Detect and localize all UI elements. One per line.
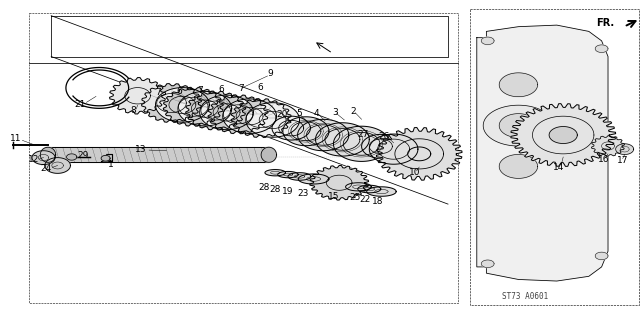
Text: 19: 19 <box>282 187 293 196</box>
Polygon shape <box>333 126 390 161</box>
Polygon shape <box>376 127 462 180</box>
Text: 11: 11 <box>10 134 22 143</box>
Text: 8: 8 <box>131 106 136 115</box>
Polygon shape <box>141 84 202 122</box>
Text: 14: 14 <box>553 163 564 171</box>
Polygon shape <box>499 154 538 178</box>
Polygon shape <box>369 134 418 164</box>
Polygon shape <box>595 252 608 260</box>
Polygon shape <box>186 91 246 130</box>
Polygon shape <box>163 87 223 126</box>
Text: 1: 1 <box>108 160 113 169</box>
Text: ST73 A0601: ST73 A0601 <box>502 292 548 301</box>
Polygon shape <box>265 170 285 176</box>
Polygon shape <box>483 105 554 146</box>
Polygon shape <box>231 99 291 138</box>
Polygon shape <box>272 116 310 140</box>
Polygon shape <box>48 147 269 162</box>
Polygon shape <box>298 119 349 151</box>
Polygon shape <box>511 104 616 166</box>
Polygon shape <box>346 183 371 191</box>
Text: 3: 3 <box>332 108 337 116</box>
Text: 7: 7 <box>197 86 202 95</box>
Polygon shape <box>358 185 381 193</box>
Polygon shape <box>477 25 608 281</box>
Text: 21: 21 <box>74 100 86 109</box>
Polygon shape <box>481 260 494 268</box>
Polygon shape <box>101 155 110 161</box>
Polygon shape <box>45 158 70 173</box>
Polygon shape <box>499 73 538 97</box>
Polygon shape <box>67 154 77 160</box>
Polygon shape <box>32 151 55 165</box>
Text: 16: 16 <box>598 155 610 164</box>
Polygon shape <box>591 136 625 156</box>
Text: 12: 12 <box>28 155 39 164</box>
Text: 7: 7 <box>238 84 243 93</box>
Text: 24: 24 <box>40 164 52 173</box>
Polygon shape <box>200 95 253 130</box>
Polygon shape <box>481 37 494 45</box>
Polygon shape <box>223 99 276 133</box>
Text: 10: 10 <box>409 168 420 177</box>
Polygon shape <box>40 147 56 162</box>
Text: 27: 27 <box>358 130 369 139</box>
Polygon shape <box>595 45 608 52</box>
Text: 26: 26 <box>378 132 390 141</box>
Polygon shape <box>616 144 634 154</box>
Text: 9: 9 <box>268 69 273 78</box>
Polygon shape <box>367 187 396 196</box>
Polygon shape <box>283 117 329 146</box>
Polygon shape <box>178 91 232 126</box>
Text: 15: 15 <box>328 192 340 201</box>
Text: 2: 2 <box>351 107 356 116</box>
Text: 6: 6 <box>177 87 182 95</box>
Polygon shape <box>208 95 268 134</box>
Text: 28: 28 <box>269 185 281 194</box>
Polygon shape <box>310 165 369 200</box>
Polygon shape <box>298 174 329 184</box>
Polygon shape <box>261 147 276 162</box>
Text: 6: 6 <box>258 84 263 92</box>
Polygon shape <box>278 171 298 178</box>
Text: 7: 7 <box>156 88 161 96</box>
Text: 23: 23 <box>298 189 309 198</box>
Polygon shape <box>288 173 311 180</box>
Polygon shape <box>316 123 369 156</box>
Polygon shape <box>499 114 538 138</box>
Polygon shape <box>246 103 300 137</box>
Text: 17: 17 <box>617 156 628 165</box>
Polygon shape <box>549 127 577 143</box>
Text: FR.: FR. <box>596 18 614 28</box>
Text: 18: 18 <box>372 198 383 206</box>
Text: 6: 6 <box>218 85 223 94</box>
Polygon shape <box>362 134 400 158</box>
Text: 22: 22 <box>360 195 371 204</box>
Text: 4: 4 <box>314 109 319 117</box>
Text: 29: 29 <box>77 151 89 160</box>
Text: 13: 13 <box>135 145 147 154</box>
Polygon shape <box>156 88 209 122</box>
Text: 5: 5 <box>296 109 301 118</box>
Polygon shape <box>109 78 166 114</box>
Text: 28: 28 <box>258 183 269 192</box>
Text: 25: 25 <box>349 193 360 202</box>
Text: 20: 20 <box>276 110 287 119</box>
